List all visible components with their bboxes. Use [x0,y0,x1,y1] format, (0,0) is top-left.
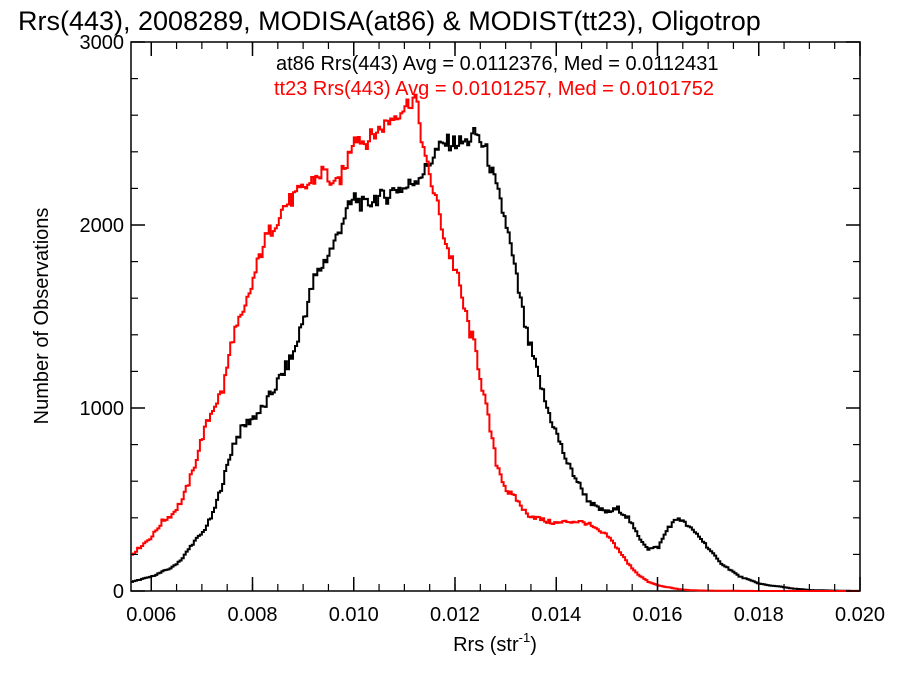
series-group [131,93,860,592]
legend-entry-at86: at86 Rrs(443) Avg = 0.0112376, Med = 0.0… [276,53,719,75]
x-tick-label: 0.008 [227,604,277,626]
x-tick-label: 0.016 [632,604,682,626]
x-tick-label: 0.006 [126,604,176,626]
y-tick-label: 0 [113,581,124,603]
axis-ticks [131,41,861,592]
y-axis-label: Number of Observations [31,208,53,425]
chart-title: Rrs(443), 2008289, MODISA(at86) & MODIST… [18,6,761,36]
series-line-at86 [131,127,860,592]
legend-entry-tt23: tt23 Rrs(443) Avg = 0.0101257, Med = 0.0… [274,78,714,100]
y-tick-label: 1000 [80,398,125,420]
x-tick-label: 0.014 [531,604,581,626]
plot-frame [130,41,861,592]
x-tick-label: 0.018 [734,604,784,626]
x-tick-label: 0.010 [329,604,379,626]
y-tick-label: 3000 [80,32,125,54]
series-line-tt23 [131,93,860,592]
x-tick-label: 0.012 [430,604,480,626]
x-axis-label-superscript: -1 [519,630,531,645]
y-tick-label: 2000 [80,215,125,237]
x-axis-label: Rrs (str-1) [453,630,537,656]
x-axis-label-text: Rrs (str [453,634,519,656]
axis-tick-labels: 0.006 0.008 0.010 0.012 0.014 0.016 0.018 0.020… [80,32,886,626]
x-axis-label-close: ) [530,634,537,656]
x-tick-label: 0.020 [835,604,885,626]
